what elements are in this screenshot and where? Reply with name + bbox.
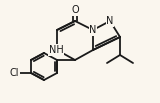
Text: N: N — [106, 16, 114, 26]
Text: Cl: Cl — [9, 68, 19, 78]
Text: N: N — [89, 25, 97, 35]
Text: O: O — [71, 5, 79, 15]
Text: NH: NH — [49, 45, 63, 55]
